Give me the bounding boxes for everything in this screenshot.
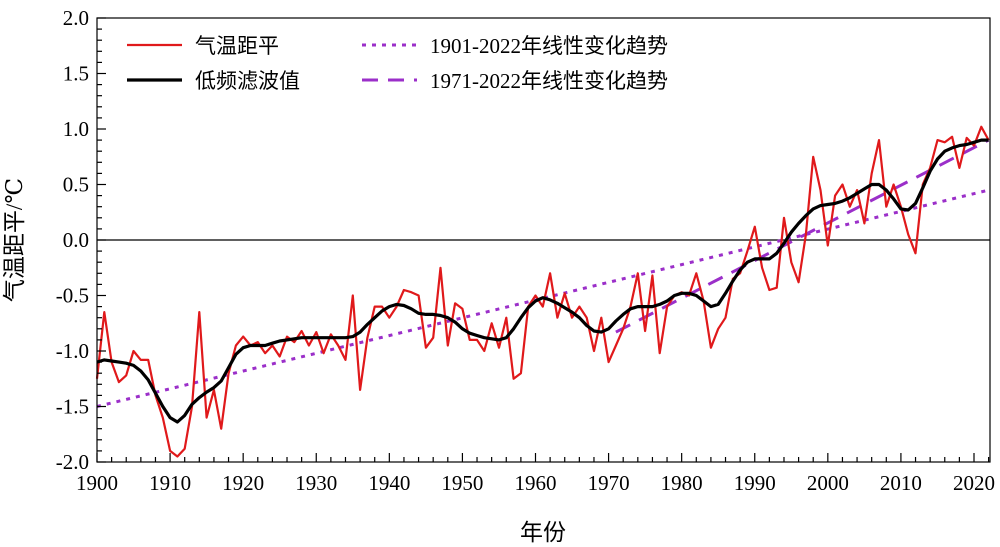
legend-label: 1901-2022年线性变化趋势 xyxy=(430,34,668,58)
x-tick-label: 1960 xyxy=(515,471,557,495)
y-axis-label: 气温距平/℃ xyxy=(2,178,27,302)
y-tick-label: 0.5 xyxy=(63,173,89,197)
x-tick-label: 1940 xyxy=(368,471,410,495)
x-tick-label: 1910 xyxy=(149,471,191,495)
x-tick-label: 2020 xyxy=(953,471,995,495)
y-tick-label: 1.5 xyxy=(63,62,89,86)
x-tick-label: 1920 xyxy=(222,471,264,495)
y-tick-label: -1.0 xyxy=(56,339,89,363)
y-tick-label: 1.0 xyxy=(63,117,89,141)
y-tick-label: -1.5 xyxy=(56,395,89,419)
series-line-3 xyxy=(615,138,990,334)
legend-label: 1971-2022年线性变化趋势 xyxy=(430,69,668,93)
series-line-0 xyxy=(95,125,990,458)
y-tick-label: -2.0 xyxy=(56,450,89,474)
y-tick-label: -0.5 xyxy=(56,284,89,308)
x-tick-label: 1970 xyxy=(588,471,630,495)
x-tick-label: 1900 xyxy=(76,471,118,495)
x-axis-label: 年份 xyxy=(520,520,566,545)
legend-label: 气温距平 xyxy=(195,34,279,58)
legend-label: 低频滤波值 xyxy=(195,69,300,93)
x-tick-label: 1980 xyxy=(661,471,703,495)
series-line-1 xyxy=(96,138,989,424)
x-tick-label: 1990 xyxy=(734,471,776,495)
y-tick-label: 2.0 xyxy=(63,6,89,30)
y-tick-label: 0.0 xyxy=(63,228,89,252)
x-tick-label: 2010 xyxy=(880,471,922,495)
x-tick-label: 1950 xyxy=(441,471,483,495)
x-tick-label: 2000 xyxy=(807,471,849,495)
series-line-2 xyxy=(96,188,989,408)
x-tick-label: 1930 xyxy=(295,471,337,495)
